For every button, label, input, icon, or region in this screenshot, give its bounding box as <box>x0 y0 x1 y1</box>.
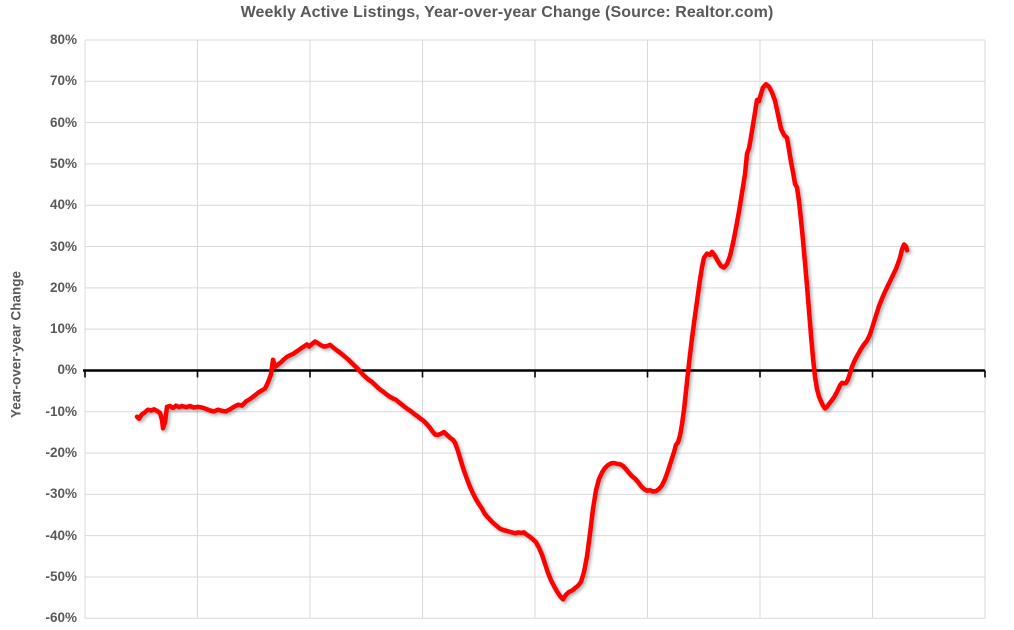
y-tick-label: -10% <box>45 403 77 419</box>
y-tick-label: 70% <box>49 73 77 89</box>
y-tick-label: 50% <box>49 155 77 171</box>
y-tick-label: -20% <box>45 444 77 460</box>
y-tick-label: 0% <box>57 362 77 378</box>
y-tick-label: 20% <box>49 279 77 295</box>
chart-title: Weekly Active Listings, Year-over-year C… <box>240 4 774 21</box>
y-tick-label: -40% <box>45 527 77 543</box>
y-tick-label: 30% <box>49 238 77 254</box>
y-axis-tick-labels: 80% 70% 60% 50% 40% 30% 20% 10% 0% -10% -20% -30% -4… <box>0 0 77 630</box>
y-tick-label: 10% <box>49 321 77 337</box>
y-tick-label: -50% <box>45 568 77 584</box>
data-series-line <box>134 81 910 602</box>
y-tick-label: 80% <box>49 31 77 47</box>
y-tick-label: 40% <box>49 197 77 213</box>
y-tick-label: 60% <box>49 114 77 130</box>
y-tick-label: -30% <box>45 486 77 502</box>
y-tick-label: -60% <box>45 610 77 626</box>
